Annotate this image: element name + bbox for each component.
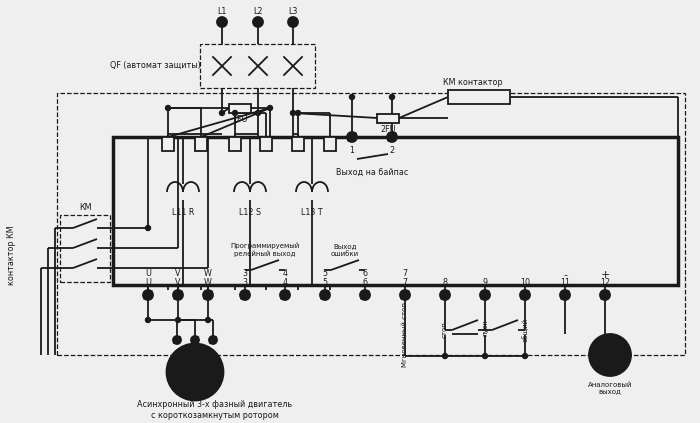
Circle shape [256, 110, 260, 115]
Circle shape [480, 290, 490, 300]
Text: 6: 6 [363, 277, 368, 286]
Circle shape [173, 336, 181, 344]
Text: общий: общий [522, 318, 528, 342]
FancyBboxPatch shape [229, 104, 251, 113]
Text: Аналоговый
выход: Аналоговый выход [588, 382, 632, 395]
Circle shape [347, 132, 357, 142]
Text: КМ контактор: КМ контактор [443, 77, 503, 86]
Circle shape [560, 290, 570, 300]
Text: L2: L2 [253, 6, 262, 16]
Circle shape [589, 334, 631, 376]
Text: L1: L1 [217, 6, 227, 16]
Text: Асинхронный 3-х фазный двигатель
с короткозамкнутым ротором: Асинхронный 3-х фазный двигатель с корот… [137, 400, 293, 420]
FancyBboxPatch shape [162, 137, 174, 151]
Text: +: + [601, 270, 610, 280]
Circle shape [217, 17, 227, 27]
Circle shape [203, 290, 213, 300]
Circle shape [440, 290, 450, 300]
Text: W: W [204, 269, 212, 277]
Circle shape [442, 354, 447, 359]
Circle shape [191, 336, 199, 344]
Circle shape [143, 290, 153, 300]
Text: 2: 2 [389, 146, 395, 154]
Text: 11: 11 [560, 277, 570, 286]
Circle shape [320, 290, 330, 300]
Text: Программируемый
релейный выход: Программируемый релейный выход [230, 243, 300, 257]
Circle shape [290, 110, 295, 115]
Text: 6: 6 [363, 269, 368, 277]
Text: motor: motor [181, 368, 209, 376]
Text: Выход на байпас: Выход на байпас [336, 168, 408, 176]
Text: 7: 7 [402, 277, 407, 286]
Text: L11 R: L11 R [172, 208, 194, 217]
Text: -: - [563, 270, 567, 280]
Text: 3: 3 [242, 269, 248, 277]
Circle shape [520, 290, 530, 300]
Text: 5: 5 [323, 269, 328, 277]
Circle shape [220, 110, 225, 115]
Text: L3: L3 [288, 6, 298, 16]
Circle shape [146, 225, 150, 231]
Text: 5: 5 [323, 277, 328, 286]
Text: L12 S: L12 S [239, 208, 261, 217]
Text: 8: 8 [442, 277, 447, 286]
Circle shape [167, 344, 223, 400]
Circle shape [522, 354, 528, 359]
Text: V: V [175, 269, 181, 277]
Text: контактор КМ: контактор КМ [8, 225, 17, 285]
Text: 10: 10 [520, 277, 530, 286]
Circle shape [280, 290, 290, 300]
Text: КМ: КМ [78, 203, 91, 212]
Circle shape [400, 290, 410, 300]
Circle shape [146, 318, 150, 322]
Circle shape [600, 290, 610, 300]
Text: стоп: стоп [442, 321, 448, 338]
Circle shape [232, 110, 237, 115]
FancyBboxPatch shape [292, 137, 304, 151]
Circle shape [173, 290, 183, 300]
Circle shape [389, 94, 395, 99]
Text: Мгновенный стоп: Мгновенный стоп [402, 302, 408, 368]
Text: U: U [145, 277, 151, 286]
Circle shape [295, 110, 300, 115]
Text: V: V [175, 277, 181, 286]
Text: 4: 4 [283, 277, 288, 286]
Text: 12: 12 [600, 277, 610, 286]
Text: 2FU: 2FU [380, 124, 395, 134]
Circle shape [206, 318, 211, 322]
FancyBboxPatch shape [324, 137, 336, 151]
Circle shape [165, 105, 171, 110]
Text: 1FU: 1FU [232, 115, 248, 124]
FancyBboxPatch shape [260, 137, 272, 151]
FancyBboxPatch shape [113, 137, 678, 285]
Circle shape [360, 290, 370, 300]
Text: Выход
ошибки: Выход ошибки [331, 244, 359, 256]
Circle shape [176, 318, 181, 322]
Text: 4: 4 [283, 269, 288, 277]
FancyBboxPatch shape [377, 113, 399, 123]
Circle shape [482, 354, 487, 359]
Text: L13 T: L13 T [301, 208, 323, 217]
Text: 1: 1 [349, 146, 354, 154]
Text: W: W [204, 277, 212, 286]
Text: QF (автомат защиты): QF (автомат защиты) [110, 60, 201, 69]
Text: пуск: пуск [482, 320, 488, 336]
Circle shape [253, 17, 263, 27]
Text: 7: 7 [402, 269, 407, 277]
FancyBboxPatch shape [195, 137, 207, 151]
FancyBboxPatch shape [448, 90, 510, 104]
Circle shape [288, 17, 298, 27]
Circle shape [240, 290, 250, 300]
Text: 3: 3 [242, 277, 248, 286]
FancyBboxPatch shape [229, 137, 241, 151]
Circle shape [349, 94, 354, 99]
Circle shape [267, 105, 272, 110]
Circle shape [387, 132, 397, 142]
Text: U: U [145, 269, 151, 277]
Text: 9: 9 [482, 277, 488, 286]
Circle shape [209, 336, 217, 344]
